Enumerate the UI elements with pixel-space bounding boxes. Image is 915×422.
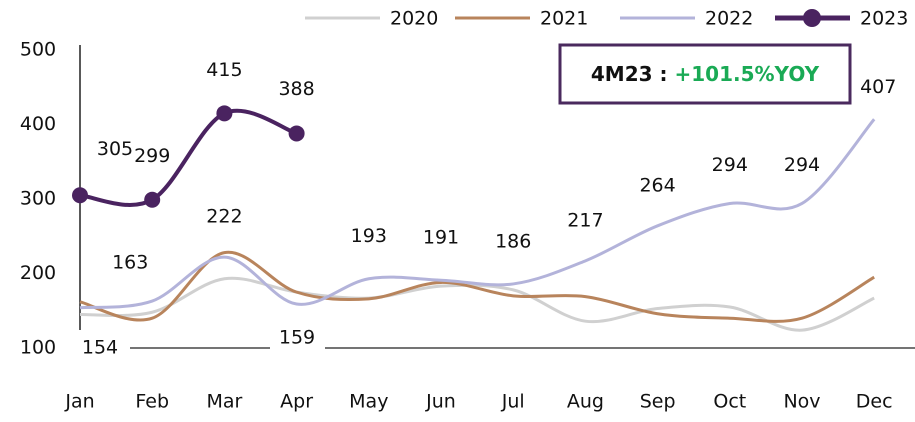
y-tick-label: 200 [20,262,56,284]
legend-label: 2020 [390,8,438,30]
legend-label: 2022 [705,8,753,30]
legend-marker [803,9,821,27]
x-tick-label: May [349,391,388,413]
series-line [79,108,298,207]
x-tick-label: Feb [135,391,169,413]
annotation-prefix: 4M23 : [591,62,668,86]
x-tick-label: Mar [206,391,242,413]
data-label: 191 [423,227,459,249]
point [216,105,233,122]
point [72,187,88,204]
x-tick-label: Nov [783,391,820,413]
data-label: 193 [351,225,387,247]
data-label: 294 [712,154,748,176]
y-tick-label: 300 [20,188,56,210]
x-tick-label: Jun [425,391,456,413]
data-label: 294 [784,154,820,176]
data-label: 299 [134,145,170,167]
data-label: 264 [639,174,675,196]
data-label: 159 [279,327,315,349]
point [288,125,305,142]
data-label: 163 [112,252,148,274]
data-label: 388 [278,78,314,100]
legend-label: 2021 [540,8,588,30]
x-tick-label: Jan [64,391,94,413]
data-label: 305 [97,138,133,160]
annotation: 4M23 : +101.5%YOY [591,62,820,86]
data-label: 186 [495,230,531,252]
y-tick-label: 400 [20,113,56,135]
x-tick-label: Dec [856,391,893,413]
data-label: 154 [82,337,118,359]
legend-label: 2023 [860,8,908,30]
data-label: 222 [206,206,242,228]
x-tick-label: Oct [713,391,746,413]
annotation-highlight: +101.5%YOY [674,62,819,86]
data-label: 217 [567,209,603,231]
x-tick-label: Jul [501,391,525,413]
series-line [79,118,876,310]
x-tick-label: Aug [567,391,604,413]
x-tick-label: Sep [640,391,676,413]
annotation-box [558,43,852,105]
x-tick-label: Apr [280,391,313,413]
y-tick-label: 100 [20,337,56,359]
data-label: 407 [860,76,896,98]
point [144,191,161,208]
data-label: 415 [206,59,242,81]
series-line [79,276,875,332]
y-tick-label: 500 [20,39,56,61]
